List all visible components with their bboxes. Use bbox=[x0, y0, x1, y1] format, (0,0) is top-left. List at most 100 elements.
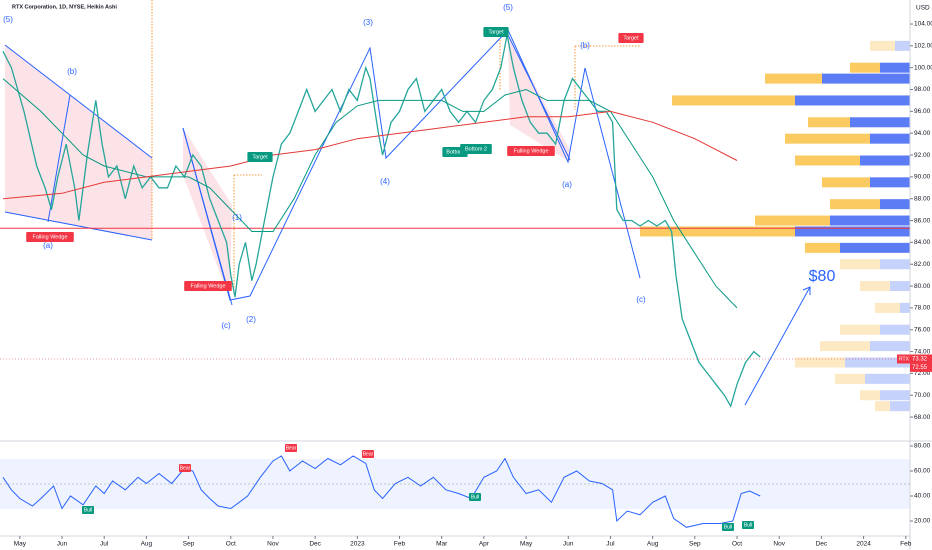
series-line bbox=[2, 110, 738, 200]
rsi-tick-label: 40.00 bbox=[914, 493, 931, 500]
wave-label: (b) bbox=[580, 41, 590, 50]
boxed-label: Target bbox=[623, 35, 639, 41]
profile-sell bbox=[795, 155, 860, 166]
wave-label: (4) bbox=[380, 177, 390, 186]
symbol-box bbox=[897, 354, 910, 364]
profile-sell bbox=[870, 40, 895, 51]
x-tick-label: Jun bbox=[57, 541, 68, 548]
y-tick-label: 102.00 bbox=[914, 43, 932, 50]
profile-sell bbox=[785, 133, 870, 144]
profile-buy bbox=[870, 133, 910, 144]
boxed-label: Bottom bbox=[446, 149, 464, 155]
boxed-label: Bottom 2 bbox=[465, 146, 487, 152]
wave-label: $80 bbox=[809, 268, 836, 285]
x-tick-label: Sep bbox=[183, 541, 195, 548]
profile-sell bbox=[830, 199, 880, 210]
symbol-label: RTX bbox=[899, 356, 910, 362]
y-tick-label: 98.00 bbox=[914, 86, 931, 93]
signal-label: Bull bbox=[744, 522, 752, 528]
label-box bbox=[618, 33, 644, 43]
profile-buy bbox=[895, 40, 910, 51]
boxed-label: Falling Wedge bbox=[513, 148, 548, 154]
wave-label: (5) bbox=[503, 3, 513, 12]
profile-sell bbox=[822, 177, 870, 188]
y-tick-label: 96.00 bbox=[914, 108, 931, 115]
price-box bbox=[910, 362, 932, 372]
signal-box bbox=[742, 521, 754, 529]
profile-sell bbox=[860, 281, 890, 292]
profile-buy bbox=[900, 302, 910, 313]
x-tick-label: Nov bbox=[267, 541, 279, 548]
price-label: 73.32 bbox=[912, 357, 928, 363]
wave-label: (c) bbox=[636, 295, 646, 304]
x-tick-label: 2024 bbox=[856, 541, 871, 548]
arrow-head bbox=[802, 286, 811, 295]
profile-sell bbox=[850, 62, 880, 73]
wave-label: (c) bbox=[221, 321, 231, 330]
profile-sell bbox=[840, 324, 880, 335]
x-tick-label: Aug bbox=[141, 541, 153, 548]
wave-label: (a) bbox=[43, 241, 53, 250]
label-box bbox=[483, 27, 509, 37]
series-line bbox=[2, 78, 738, 309]
profile-sell bbox=[755, 215, 830, 226]
x-tick-label: 2023 bbox=[350, 541, 365, 548]
x-tick-label: Sep bbox=[689, 541, 701, 548]
wedge-line bbox=[507, 34, 571, 161]
profile-buy bbox=[890, 281, 910, 292]
label-box bbox=[247, 152, 273, 162]
profile-buy bbox=[822, 73, 910, 84]
profile-sell bbox=[840, 259, 880, 270]
target-arrow bbox=[744, 286, 811, 406]
boxed-label: Falling Wedge bbox=[190, 283, 225, 289]
profile-buy bbox=[840, 242, 910, 253]
x-tick-label: Dec bbox=[816, 541, 828, 548]
profile-buy bbox=[795, 226, 910, 237]
profile-buy bbox=[880, 324, 910, 335]
rsi-tick-label: 80.00 bbox=[914, 443, 931, 450]
x-tick-label: May bbox=[520, 541, 533, 548]
x-tick-label: Jul bbox=[606, 541, 615, 548]
profile-sell bbox=[860, 390, 880, 401]
x-tick-label: Feb bbox=[900, 541, 912, 548]
y-tick-label: 78.00 bbox=[914, 305, 931, 312]
profile-buy bbox=[870, 177, 910, 188]
profile-buy bbox=[860, 155, 910, 166]
y-tick-label: 100.00 bbox=[914, 64, 932, 71]
signal-label: Bull bbox=[724, 524, 732, 530]
wave-label: (1) bbox=[232, 213, 242, 222]
y-tick-label: 80.00 bbox=[914, 283, 931, 290]
profile-buy bbox=[880, 259, 910, 270]
signal-label: Bull bbox=[84, 507, 92, 513]
signal-box bbox=[285, 444, 297, 452]
wave-label: (3) bbox=[363, 18, 373, 27]
signal-box bbox=[469, 493, 481, 501]
x-tick-label: Mar bbox=[436, 541, 448, 548]
boxed-label: Target bbox=[488, 29, 504, 35]
x-tick-label: May bbox=[14, 541, 27, 548]
profile-sell bbox=[640, 226, 795, 237]
y-tick-label: 74.00 bbox=[914, 348, 931, 355]
profile-sell bbox=[835, 373, 865, 384]
profile-sell bbox=[765, 73, 822, 84]
profile-buy bbox=[795, 95, 910, 106]
y-tick-label: 76.00 bbox=[914, 326, 931, 333]
boxed-label: Target bbox=[252, 154, 268, 160]
wave-line bbox=[182, 29, 641, 301]
profile-buy bbox=[880, 199, 910, 210]
rsi-tick-label: 60.00 bbox=[914, 468, 931, 475]
y-tick-label: 92.00 bbox=[914, 152, 931, 159]
signal-label: Bear bbox=[286, 445, 297, 451]
wave-label: (a) bbox=[562, 180, 572, 189]
x-tick-label: Dec bbox=[309, 541, 321, 548]
profile-buy bbox=[865, 373, 910, 384]
wave-label: (5) bbox=[3, 15, 13, 24]
header: RTX Corporation, 1D, NYSE, Heikin Ashi bbox=[12, 4, 117, 10]
y-tick-label: 90.00 bbox=[914, 174, 931, 181]
signal-box bbox=[362, 450, 374, 458]
y-tick-label: 68.00 bbox=[914, 414, 931, 421]
signal-label: Bear bbox=[180, 465, 191, 471]
series-line bbox=[2, 34, 761, 408]
